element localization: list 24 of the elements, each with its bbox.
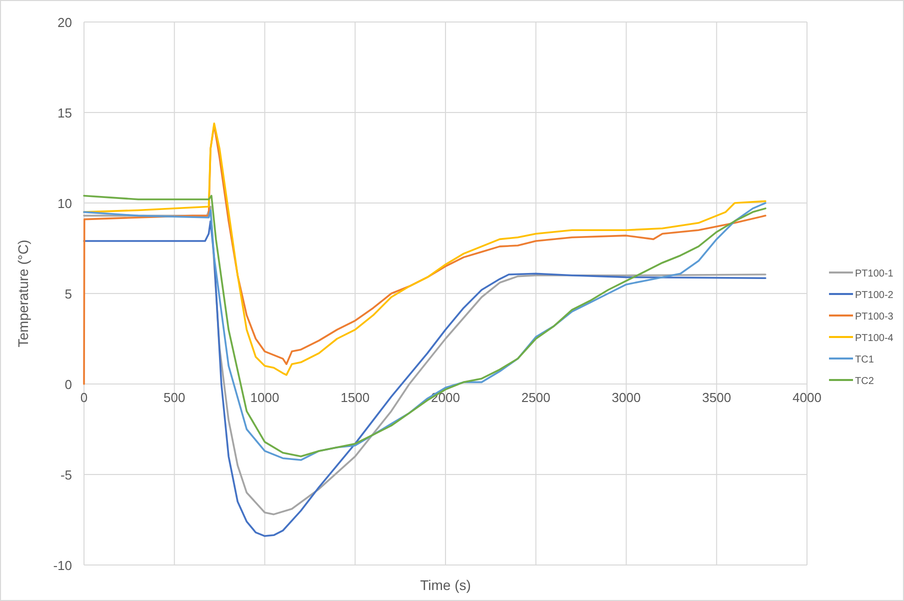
x-tick-label: 1000 xyxy=(250,390,280,405)
y-tick-label: 15 xyxy=(58,106,72,120)
y-tick-label: -5 xyxy=(60,468,72,482)
x-tick-label: 2000 xyxy=(431,390,460,405)
x-tick-label: 3000 xyxy=(612,390,641,405)
legend-label: PT100-4 xyxy=(855,333,894,344)
y-tick-label: 20 xyxy=(58,15,72,30)
y-axis-title: Temperature (°C) xyxy=(15,240,31,348)
x-tick-label: 0 xyxy=(80,390,88,405)
legend-label: TC2 xyxy=(855,376,874,387)
legend-label: PT100-3 xyxy=(855,312,894,322)
x-tick-label: 500 xyxy=(164,390,186,405)
x-tick-label: 1500 xyxy=(340,390,370,405)
y-tick-label: 5 xyxy=(64,286,72,302)
x-tick-label: 3500 xyxy=(702,390,732,405)
y-tick-label: 10 xyxy=(58,196,72,211)
legend-label: PT100-1 xyxy=(855,268,894,280)
legend-label: PT100-2 xyxy=(855,290,894,301)
x-axis-title: Time (s) xyxy=(420,577,471,593)
x-tick-label: 2500 xyxy=(521,390,550,405)
legend-label: TC1 xyxy=(855,354,874,366)
x-tick-label: 4000 xyxy=(792,390,822,405)
y-tick-label: -10 xyxy=(53,558,72,573)
y-tick-label: 0 xyxy=(64,377,72,392)
